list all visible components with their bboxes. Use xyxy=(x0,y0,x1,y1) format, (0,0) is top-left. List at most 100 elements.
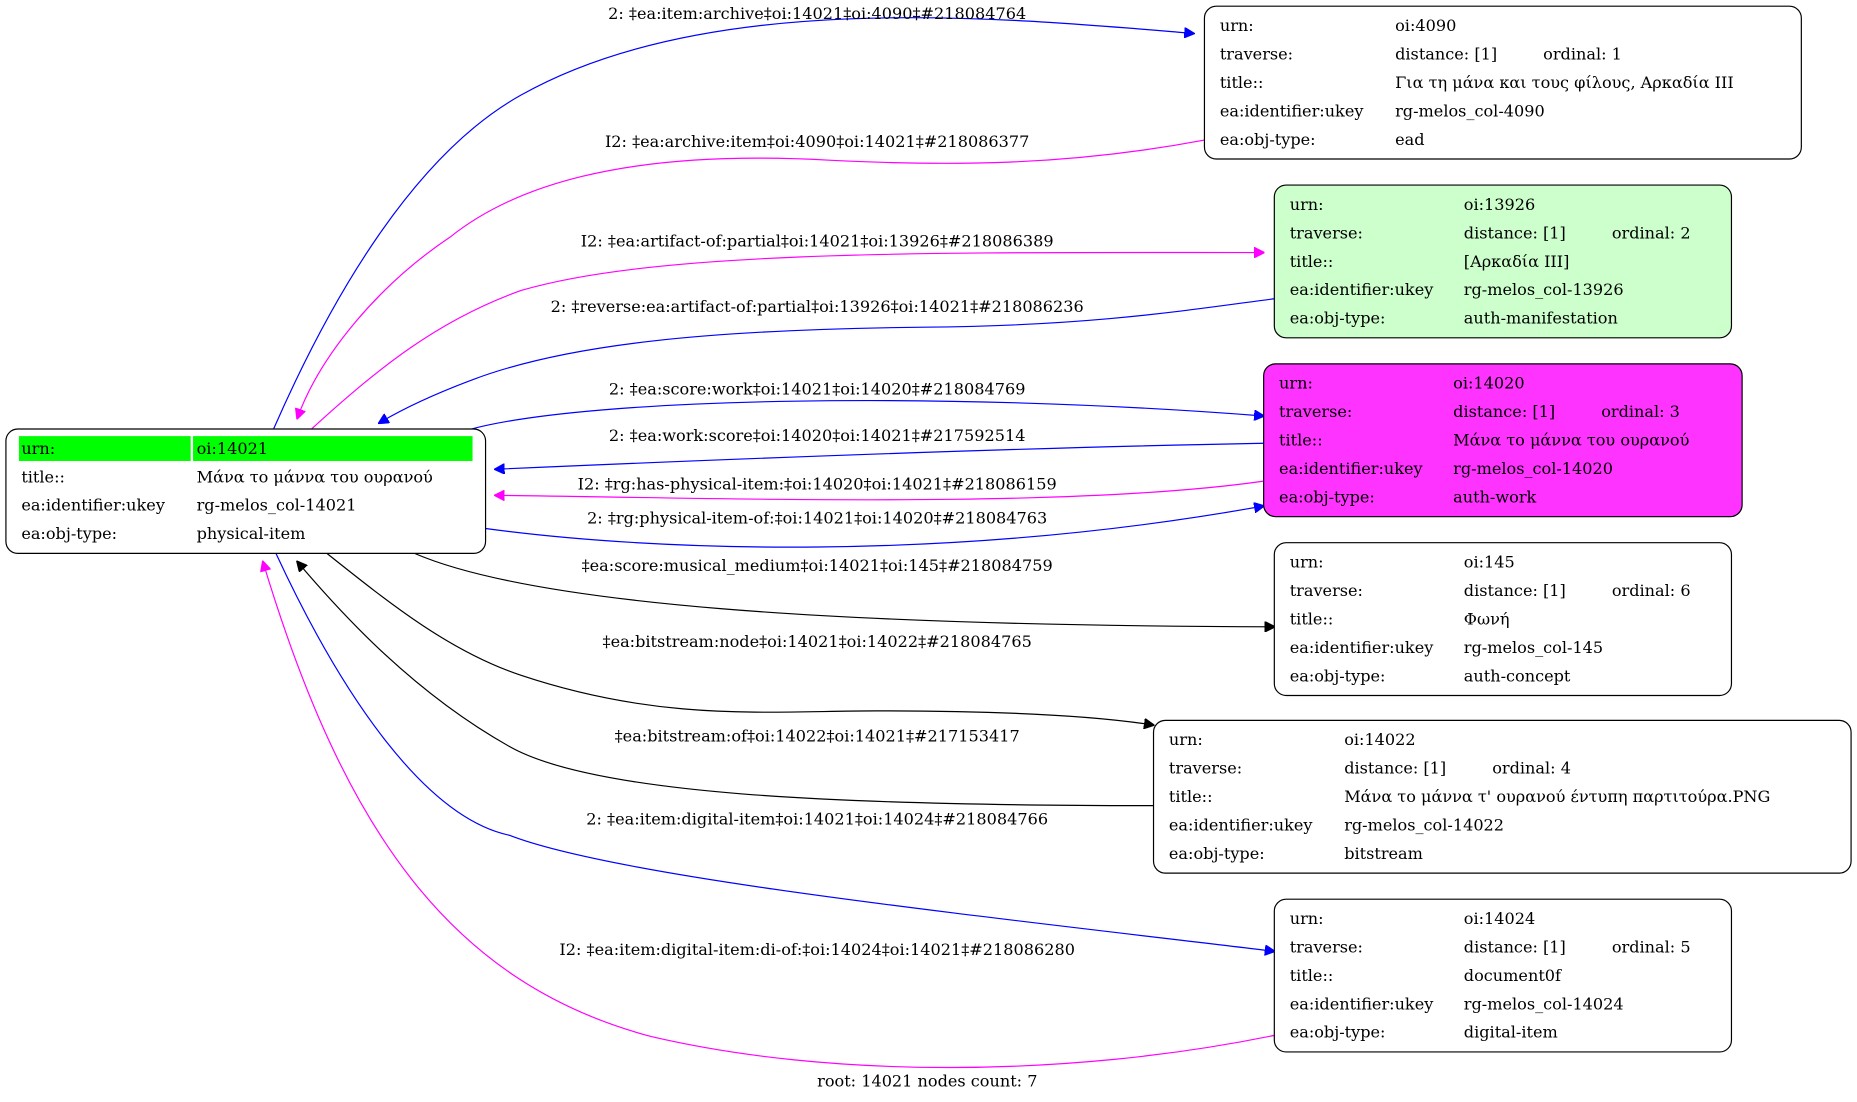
edge-line xyxy=(311,252,1263,430)
row-value: Φωνή xyxy=(1464,609,1510,628)
row-label: ea:identifier:ukey xyxy=(1290,638,1435,657)
row-value: oi:14021 xyxy=(197,439,268,458)
node-box xyxy=(1273,898,1733,1053)
row-label: ea:identifier:ukey xyxy=(1279,459,1424,478)
node-box xyxy=(1273,542,1733,697)
row-label: title:: xyxy=(1290,252,1334,271)
node-box xyxy=(1203,5,1802,160)
row-value: Για τη μάνα και τους φίλους, Αρκαδία ΙΙΙ xyxy=(1395,73,1734,92)
edge-line xyxy=(326,552,1154,725)
row-label: title:: xyxy=(1220,73,1264,92)
edge-line xyxy=(275,553,1274,951)
row-value: auth-work xyxy=(1453,487,1536,506)
edge: I2: ‡ea:item:digital-item:di-of:‡oi:1402… xyxy=(263,562,1275,1069)
edge: ‡ea:bitstream:of‡oi:14022‡oi:14021‡#2171… xyxy=(297,562,1154,807)
row-label: urn: xyxy=(1279,374,1313,393)
edge-label: 2: ‡reverse:ea:artifact-of:partial‡oi:13… xyxy=(551,297,1084,316)
row-value: distance: [1] xyxy=(1464,937,1566,956)
edge-label: 2: ‡ea:work:score‡oi:14020‡oi:14021‡#217… xyxy=(609,426,1026,445)
row-value: [Αρκαδία ΙΙΙ] xyxy=(1464,252,1570,271)
row-value: oi:14020 xyxy=(1453,374,1524,393)
node-box xyxy=(1273,184,1733,339)
row-label: title:: xyxy=(1290,966,1334,985)
row-value: rg-melos_col-4090 xyxy=(1395,101,1545,120)
row-value: rg-melos_col-14022 xyxy=(1344,815,1504,834)
highlight-cell xyxy=(18,436,191,461)
row-label: ea:identifier:ukey xyxy=(1290,994,1435,1013)
row-value: Μάνα το μάννα του ουρανού xyxy=(1453,431,1689,450)
edge-label: ‡ea:bitstream:node‡oi:14021‡oi:14022‡#21… xyxy=(603,632,1032,651)
edge-line xyxy=(297,562,1154,807)
row-label: title:: xyxy=(1290,609,1334,628)
row-label: ea:obj-type: xyxy=(1279,487,1375,506)
edge: 2: ‡ea:work:score‡oi:14020‡oi:14021‡#217… xyxy=(495,426,1264,469)
row-label: traverse: xyxy=(1169,759,1242,778)
highlight-cell xyxy=(193,436,473,461)
row-value: rg-melos_col-13926 xyxy=(1464,280,1624,299)
row-label: ea:obj-type: xyxy=(1220,130,1316,149)
edge-line xyxy=(379,298,1275,423)
row-ordinal: ordinal: 5 xyxy=(1612,937,1691,956)
edge: I2: ‡rg:has-physical-item:‡oi:14020‡oi:1… xyxy=(495,474,1264,499)
node-145[interactable]: urn: oi:145 traverse: distance: [1] ordinal:… xyxy=(1273,542,1733,697)
row-ordinal: ordinal: 6 xyxy=(1612,581,1691,600)
node-13926[interactable]: urn: oi:13926 traverse: distance: [1] ordina… xyxy=(1273,184,1733,339)
edge: ‡ea:bitstream:node‡oi:14021‡oi:14022‡#21… xyxy=(326,552,1154,725)
graph-footer: root: 14021 nodes count: 7 xyxy=(817,1071,1037,1090)
node-14020[interactable]: urn: oi:14020 traverse: distance: [1] ordina… xyxy=(1263,363,1743,518)
row-value: bitstream xyxy=(1344,844,1423,863)
edge-line xyxy=(414,552,1275,626)
edge: 2: ‡ea:score:work‡oi:14021‡oi:14020‡#218… xyxy=(471,380,1263,430)
row-value: Μάνα το μάννα τ' ουρανού έντυπη παρτιτού… xyxy=(1344,787,1770,806)
row-label: traverse: xyxy=(1279,402,1352,421)
edge: 2: ‡ea:item:digital-item‡oi:14021‡oi:140… xyxy=(275,553,1274,951)
node-14022[interactable]: urn: oi:14022 traverse: distance: [1] ordina… xyxy=(1152,719,1852,874)
row-label: ea:obj-type: xyxy=(1290,309,1386,328)
edge-label: 2: ‡ea:item:archive‡oi:14021‡oi:4090‡#21… xyxy=(608,4,1026,23)
edge: 2: ‡ea:item:archive‡oi:14021‡oi:4090‡#21… xyxy=(273,4,1194,430)
edge: I2: ‡ea:artifact-of:partial‡oi:14021‡oi:… xyxy=(311,232,1263,430)
row-label: urn: xyxy=(1290,553,1324,572)
edge: I2: ‡ea:archive:item‡oi:4090‡oi:14021‡#2… xyxy=(297,132,1205,418)
row-value: oi:13926 xyxy=(1464,195,1535,214)
node-box xyxy=(1152,719,1852,874)
edge-label: I2: ‡ea:archive:item‡oi:4090‡oi:14021‡#2… xyxy=(605,132,1029,151)
row-label: traverse: xyxy=(1290,223,1363,242)
row-value: rg-melos_col-145 xyxy=(1464,638,1603,657)
edge-label: I2: ‡ea:artifact-of:partial‡oi:14021‡oi:… xyxy=(581,232,1054,251)
edges-layer: 2: ‡ea:item:archive‡oi:14021‡oi:4090‡#21… xyxy=(263,4,1275,1069)
row-ordinal: ordinal: 4 xyxy=(1492,759,1571,778)
row-label: urn: xyxy=(1169,730,1203,749)
edge-line xyxy=(273,17,1194,430)
edge-line xyxy=(263,562,1275,1069)
row-label: ea:obj-type: xyxy=(1290,1023,1386,1042)
row-label: ea:identifier:ukey xyxy=(1290,280,1435,299)
row-value: distance: [1] xyxy=(1395,45,1497,64)
edge-label: ‡ea:score:musical_medium‡oi:14021‡oi:145… xyxy=(582,556,1053,575)
row-value: distance: [1] xyxy=(1344,759,1446,778)
edge-label: I2: ‡ea:item:digital-item:di-of:‡oi:1402… xyxy=(559,940,1075,959)
node-box xyxy=(1263,363,1743,518)
row-value: physical-item xyxy=(197,524,306,543)
row-label: ea:obj-type: xyxy=(1169,844,1265,863)
row-value: distance: [1] xyxy=(1453,402,1555,421)
node-14024[interactable]: urn: oi:14024 traverse: distance: [1] ordina… xyxy=(1273,898,1733,1053)
row-label: title:: xyxy=(1279,431,1323,450)
edge-label: ‡ea:bitstream:of‡oi:14022‡oi:14021‡#2171… xyxy=(615,727,1020,746)
row-label: traverse: xyxy=(1290,937,1363,956)
row-value: Μάνα το μάννα του ουρανού xyxy=(197,467,433,486)
row-value: digital-item xyxy=(1464,1023,1558,1042)
row-value: rg-melos_col-14021 xyxy=(197,496,357,515)
row-value: rg-melos_col-14020 xyxy=(1453,459,1613,478)
row-label: ea:obj-type: xyxy=(21,524,117,543)
edge-line xyxy=(495,442,1264,469)
row-label: title:: xyxy=(1169,787,1213,806)
node-4090[interactable]: urn: oi:4090 traverse: distance: [1] ordinal… xyxy=(1203,5,1802,160)
row-label: title:: xyxy=(21,467,65,486)
edge-line xyxy=(297,139,1205,418)
row-label: ea:identifier:ukey xyxy=(1169,815,1314,834)
row-value: oi:4090 xyxy=(1395,16,1456,35)
